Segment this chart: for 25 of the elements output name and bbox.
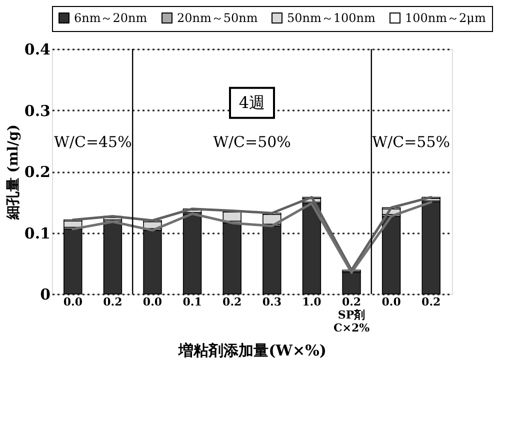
y-axis-title: 細孔量 (ml/g) (5, 124, 22, 221)
annotation: W/C=55% (372, 133, 450, 152)
x-tick-label: 0.2 SP剤 C×2% (333, 296, 370, 334)
legend-label: 6nm～20nm (74, 11, 148, 25)
annotation: W/C=45% (54, 133, 132, 152)
y-tick-label: 0.1 (24, 224, 50, 242)
legend-label: 100nm～2μm (405, 11, 486, 25)
legend-label: 50nm～100nm (287, 11, 376, 25)
x-tick-label: 0.2 (222, 296, 242, 308)
y-tick-label: 0.3 (24, 102, 50, 120)
x-axis-title: 増粘剤添加量(W×%) (178, 342, 326, 360)
annotation: 4週 (238, 92, 266, 112)
x-tick-label: 0.2 (103, 296, 122, 308)
annotation: W/C=50% (213, 133, 291, 152)
y-tick-label: 0.4 (24, 40, 50, 58)
x-tick-label: 0.1 (182, 296, 202, 308)
x-tick-label: 0.3 (262, 296, 282, 308)
y-tick-label: 0.2 (24, 163, 50, 181)
x-tick-label: 0.0 (142, 296, 162, 308)
y-tick-label: 0 (40, 286, 50, 304)
legend-label: 20nm～50nm (177, 11, 258, 25)
x-tick-label: 0.0 (63, 296, 83, 308)
x-tick-label: 0.0 (382, 296, 402, 308)
x-tick-label: 0.2 (422, 296, 441, 308)
x-tick-label: 1.0 (302, 296, 322, 308)
